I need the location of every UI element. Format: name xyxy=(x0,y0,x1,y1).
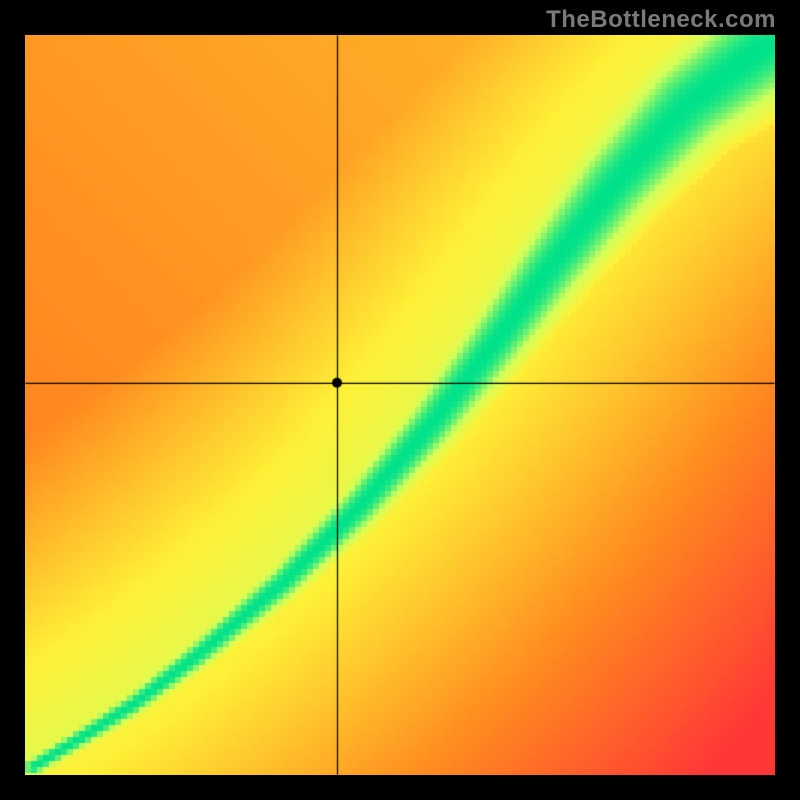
watermark-text: TheBottleneck.com xyxy=(546,6,776,34)
bottleneck-heatmap xyxy=(25,35,775,775)
